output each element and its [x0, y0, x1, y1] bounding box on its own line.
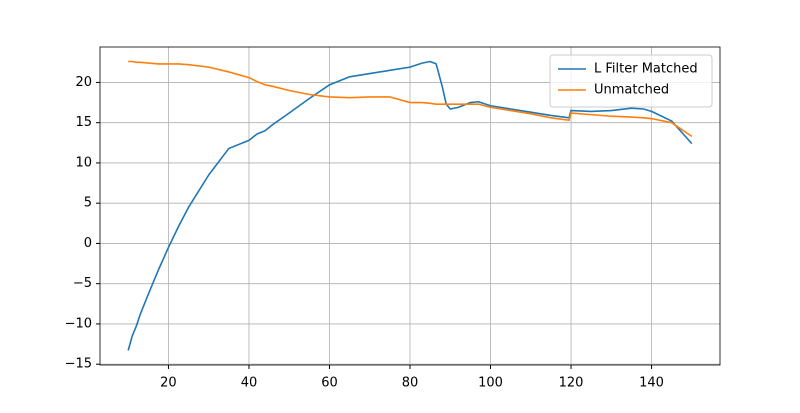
- x-tick-label: 20: [160, 376, 177, 391]
- x-tick-label: 60: [321, 376, 338, 391]
- legend-label: Unmatched: [594, 83, 669, 98]
- y-tick-label: 0: [84, 236, 92, 251]
- series-line: [127, 60, 693, 351]
- y-tick-label: 15: [75, 115, 92, 130]
- y-tick-label: 10: [75, 155, 92, 170]
- x-tick-label: 120: [559, 376, 584, 391]
- x-tick-label: 80: [402, 376, 419, 391]
- y-tick-label: −15: [65, 357, 92, 372]
- x-tick-label: 100: [478, 376, 503, 391]
- plot-frame: [99, 46, 721, 366]
- legend-box: [549, 54, 713, 108]
- y-tick-label: 20: [75, 75, 92, 90]
- x-tick-label: 140: [639, 376, 664, 391]
- y-tick-label: −5: [73, 276, 92, 291]
- y-tick-label: 5: [84, 196, 92, 211]
- series-line: [128, 60, 693, 138]
- x-tick-label: 40: [241, 376, 258, 391]
- y-tick-label: −10: [65, 316, 92, 331]
- legend-label: L Filter Matched: [594, 62, 698, 77]
